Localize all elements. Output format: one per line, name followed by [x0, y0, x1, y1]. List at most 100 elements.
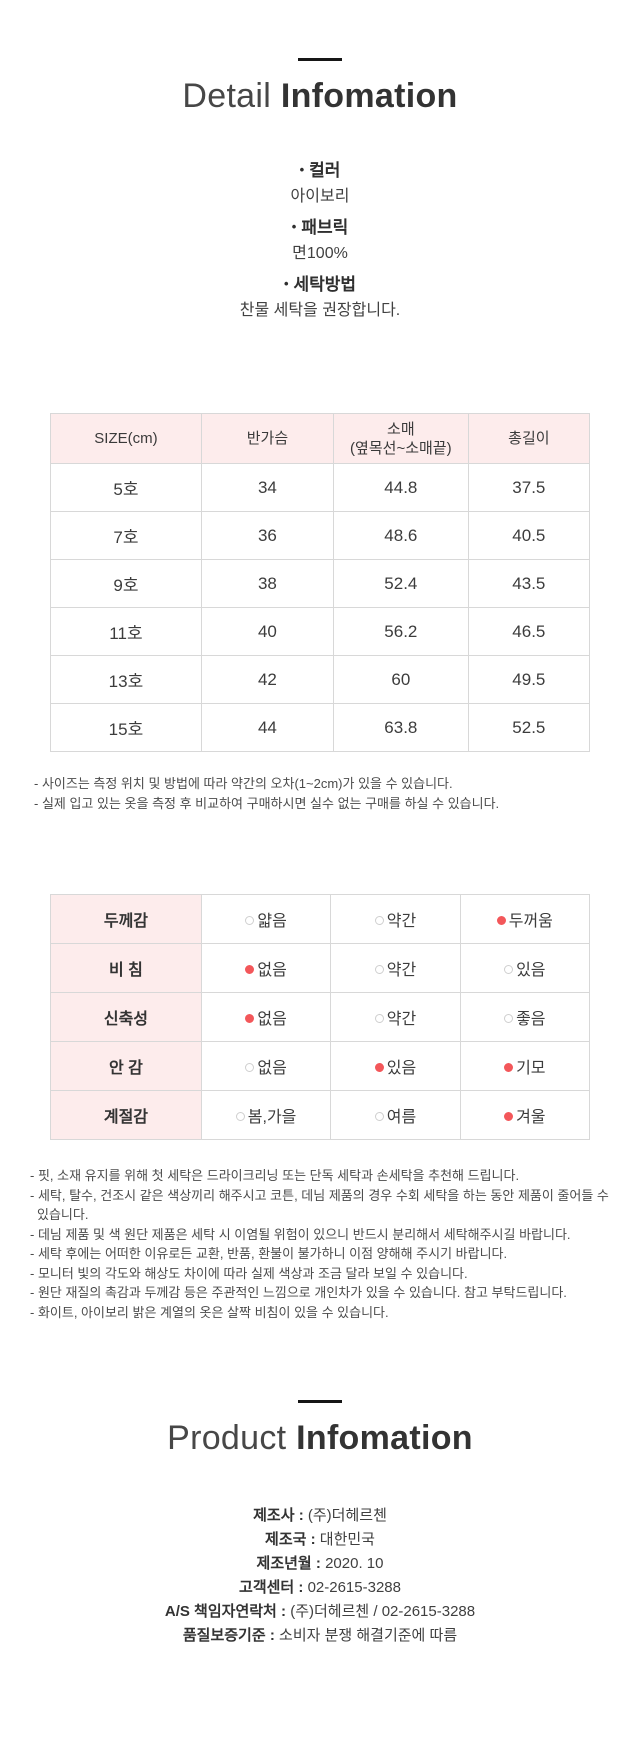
size-cell: 46.5 [467, 607, 591, 656]
care-note: - 화이트, 아이보리 밝은 계열의 옷은 살짝 비침이 있을 수 있습니다. [30, 1304, 389, 1320]
size-table-row: 7호 36 48.6 40.5 [50, 511, 591, 560]
size-cell: 11호 [50, 607, 202, 656]
attr-row-season: 계절감 봄,가을 여름 겨울 [50, 1090, 591, 1140]
attr-option: 두꺼움 [459, 894, 591, 944]
radio-dot-icon [504, 1112, 514, 1121]
spec-color-label: • 컬러 [0, 160, 640, 181]
size-cell: 7호 [50, 511, 202, 560]
field-value: 2020. 10 [325, 1555, 384, 1572]
attr-label: 두께감 [50, 894, 202, 944]
spec-wash-label-text: 세탁방법 [293, 275, 357, 294]
size-notes: - 사이즈는 측정 위치 및 방법에 따라 약간의 오차(1~2cm)가 있을 … [34, 774, 610, 814]
spec-wash-label: • 세탁방법 [0, 274, 640, 295]
size-cell: 34 [200, 463, 334, 512]
attr-option: 약간 [330, 992, 461, 1042]
size-table-row: 15호 44 63.8 52.5 [50, 703, 591, 752]
size-table: SIZE(cm) 반가슴 소매 (옆목선~소매끝) 총길이 5호 34 44.8 37… [50, 413, 591, 752]
size-cell: 44 [200, 703, 334, 752]
spec-fabric: • 패브릭 면100% [0, 217, 640, 264]
attr-option: 얇음 [200, 894, 332, 944]
size-cell: 42 [200, 655, 334, 704]
field-separator: : [306, 1531, 320, 1548]
field-value: (주)더헤르첸 / 02-2615-3288 [290, 1603, 476, 1620]
attr-option-text: 약간 [386, 962, 417, 979]
attr-option: 여름 [330, 1090, 461, 1140]
care-note: - 세탁 후에는 어떠한 이유로든 교환, 반품, 환불이 불가하니 이점 양해… [30, 1246, 508, 1261]
size-table-row: 9호 38 52.4 43.5 [50, 559, 591, 608]
product-title-bold: Infomation [296, 1419, 473, 1457]
field-label: 제조년월 [256, 1555, 312, 1572]
field-separator: : [276, 1603, 291, 1620]
size-header-chest: 반가슴 [200, 413, 334, 464]
attr-option-text: 약간 [386, 913, 417, 930]
radio-dot-icon [245, 1063, 255, 1072]
radio-dot-icon [245, 1014, 255, 1023]
size-table-header: SIZE(cm) 반가슴 소매 (옆목선~소매끝) 총길이 [50, 413, 591, 464]
field-label: A/S 책임자연락처 [164, 1603, 277, 1620]
size-cell: 63.8 [332, 703, 469, 752]
size-cell: 38 [200, 559, 334, 608]
field-separator: : [294, 1507, 308, 1524]
attr-row-lining: 안 감 없음 있음 기모 [50, 1041, 591, 1091]
spec-fabric-label-text: 패브릭 [301, 218, 349, 237]
radio-dot-icon [374, 1112, 384, 1121]
product-field-manufacturer: 제조사 : (주)더헤르첸 [0, 1504, 640, 1528]
attr-option: 기모 [459, 1041, 591, 1091]
radio-dot-icon [374, 965, 384, 974]
field-value: 대한민국 [319, 1531, 375, 1548]
size-table-header-row: SIZE(cm) 반가슴 소매 (옆목선~소매끝) 총길이 [50, 413, 591, 464]
care-note: - 데님 제품 및 색 원단 제품은 세탁 시 이염될 위험이 있으니 반드시 … [30, 1226, 571, 1242]
attr-option-text: 기모 [516, 1060, 546, 1077]
attr-label: 계절감 [50, 1090, 202, 1140]
size-cell: 44.8 [332, 463, 469, 512]
spec-color-value: 아이보리 [290, 188, 350, 205]
care-note: - 세탁, 탈수, 건조시 같은 색상끼리 해주시고 코튼, 데님 제품의 경우… [30, 1187, 609, 1223]
field-separator: : [311, 1555, 326, 1572]
size-cell: 48.6 [332, 511, 469, 560]
attr-option-text: 봄,가을 [247, 1109, 297, 1126]
size-note: - 실제 입고 있는 옷을 측정 후 비교하여 구매하시면 실수 없는 구매를 … [34, 796, 500, 811]
radio-dot-icon [245, 916, 255, 925]
attr-option-text: 좋음 [516, 1011, 546, 1028]
field-value: (주)더헤르첸 [307, 1507, 387, 1524]
attr-label: 안 감 [50, 1041, 202, 1091]
detail-section-divider [298, 58, 342, 61]
product-field-as-contact: A/S 책임자연락처 : (주)더헤르첸 / 02-2615-3288 [0, 1600, 640, 1624]
attr-option: 있음 [459, 943, 591, 993]
size-cell: 40.5 [467, 511, 591, 560]
size-cell: 37.5 [467, 463, 591, 512]
size-cell: 9호 [50, 559, 202, 608]
spec-wash: • 세탁방법 찬물 세탁을 권장합니다. [0, 274, 640, 321]
attr-option: 약간 [330, 943, 461, 993]
size-header-size: SIZE(cm) [50, 413, 202, 464]
field-value: 02-2615-3288 [307, 1579, 401, 1596]
radio-dot-icon [374, 1063, 384, 1072]
radio-dot-icon [496, 916, 506, 925]
attr-option: 겨울 [459, 1090, 591, 1140]
size-cell: 56.2 [332, 607, 469, 656]
field-label: 고객센터 [239, 1579, 295, 1596]
product-field-country: 제조국 : 대한민국 [0, 1528, 640, 1552]
attr-option-text: 없음 [257, 962, 287, 979]
attr-option: 없음 [200, 1041, 332, 1091]
field-separator: : [294, 1579, 308, 1596]
attr-row-stretch: 신축성 없음 약간 좋음 [50, 992, 591, 1042]
attr-option: 약간 [330, 894, 461, 944]
product-section-title: Product Infomation [0, 1419, 640, 1458]
attr-option: 좋음 [459, 992, 591, 1042]
bullet-icon: • [283, 276, 289, 291]
care-note: - 핏, 소재 유지를 위해 첫 세탁은 드라이크리닝 또는 단독 세탁과 손세… [30, 1168, 520, 1183]
radio-dot-icon [504, 965, 514, 974]
product-title-light: Product [167, 1419, 287, 1457]
size-table-row: 11호 40 56.2 46.5 [50, 607, 591, 656]
size-header-length: 총길이 [467, 413, 591, 464]
spec-color-label-text: 컬러 [309, 161, 341, 180]
radio-dot-icon [504, 1014, 514, 1023]
product-section-divider [298, 1400, 342, 1403]
field-label: 품질보증기준 [182, 1627, 266, 1644]
attr-option: 봄,가을 [200, 1090, 332, 1140]
product-field-customer-center: 고객센터 : 02-2615-3288 [0, 1576, 640, 1600]
detail-title-light: Detail [182, 77, 272, 115]
attr-option-text: 겨울 [516, 1109, 546, 1126]
attr-option: 없음 [200, 992, 332, 1042]
